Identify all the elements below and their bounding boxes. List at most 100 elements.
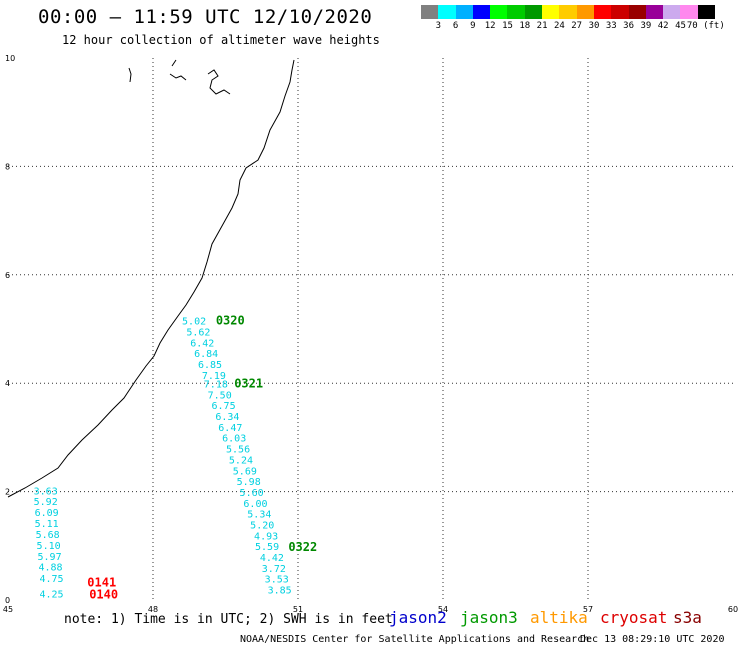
wave-height-value: 5.02 bbox=[182, 317, 206, 328]
color-scale: 3 6 9 12 15 18 21 24 27 30 33 36 39 42 45 70 (ft) bbox=[421, 5, 740, 31]
wave-height-value: 5.11 bbox=[35, 519, 59, 530]
lat-tick-label: 10 bbox=[5, 54, 15, 63]
axis-tick-labels: 45 48 51 54 57 60 0 2 4 6 8 10 bbox=[3, 54, 738, 614]
color-scale-label: 27 bbox=[571, 21, 583, 31]
color-scale-label: 15 bbox=[502, 21, 513, 31]
track-time-label: 0322 bbox=[288, 540, 317, 554]
wave-height-value: 6.75 bbox=[212, 401, 236, 412]
color-swatch bbox=[472, 5, 491, 19]
wave-height-value: 5.20 bbox=[250, 520, 274, 531]
lat-tick-label: 0 bbox=[5, 596, 10, 605]
wave-height-value: 6.42 bbox=[190, 338, 214, 349]
color-scale-label: 6 bbox=[452, 21, 459, 31]
color-swatch bbox=[507, 5, 525, 19]
color-swatch bbox=[455, 5, 473, 19]
track-time-label: 0141 bbox=[87, 575, 116, 589]
wave-height-value: 4.93 bbox=[254, 531, 278, 542]
wave-height-value: 7.18 bbox=[204, 380, 228, 391]
units-note: note: 1) Time is in UTC; 2) SWH is in fe… bbox=[64, 612, 393, 627]
wave-height-value: 4.75 bbox=[39, 574, 63, 585]
color-swatch bbox=[663, 5, 681, 19]
color-scale-label: 12 bbox=[484, 21, 496, 31]
lon-tick-label: 60 bbox=[728, 605, 738, 614]
legend-jason3: jason3 bbox=[460, 608, 518, 627]
wave-height-value: 6.84 bbox=[194, 349, 218, 360]
wave-height-value: 5.98 bbox=[237, 477, 261, 488]
color-scale-label: 70 (ft) bbox=[686, 21, 725, 31]
island-outline bbox=[169, 59, 187, 81]
legend-altika: altika bbox=[530, 608, 588, 627]
lon-tick-label: 54 bbox=[438, 605, 448, 614]
color-swatch bbox=[524, 5, 543, 19]
color-swatch bbox=[490, 5, 508, 19]
wave-height-value: 3.72 bbox=[262, 564, 286, 575]
color-swatch bbox=[680, 5, 698, 19]
color-scale-label: 42 bbox=[657, 21, 669, 31]
wave-height-value: 5.68 bbox=[36, 530, 60, 541]
lon-tick-label: 45 bbox=[3, 605, 13, 614]
wave-height-value: 5.59 bbox=[255, 542, 279, 553]
color-scale-label: 30 bbox=[588, 21, 600, 31]
wave-height-value: 3.63 bbox=[34, 486, 58, 497]
color-scale-label: 18 bbox=[519, 21, 531, 31]
color-scale-label: 21 bbox=[536, 21, 548, 31]
legend-s3a: s3a bbox=[673, 608, 702, 627]
color-scale-label: 36 bbox=[623, 21, 635, 31]
wave-height-value: 6.09 bbox=[35, 508, 59, 519]
color-swatch bbox=[611, 5, 629, 19]
wave-height-value: 5.56 bbox=[226, 445, 250, 456]
color-scale-label: 3 bbox=[435, 21, 442, 31]
wave-height-value: 4.42 bbox=[260, 553, 284, 564]
track-time-label: 0321 bbox=[234, 377, 263, 391]
island-outline bbox=[128, 67, 132, 83]
color-scale-labels: 3 6 9 12 15 18 21 24 27 30 33 36 39 42 45 70 (ft) bbox=[421, 19, 740, 31]
lat-tick-label: 2 bbox=[5, 488, 10, 497]
credit-line: NOAA/NESDIS Center for Satellite Applica… bbox=[240, 634, 590, 645]
track-time-label: 0320 bbox=[216, 314, 245, 328]
wave-height-value: 6.03 bbox=[222, 434, 246, 445]
generation-timestamp: Dec 13 08:29:10 UTC 2020 bbox=[580, 634, 725, 645]
wave-height-value: 5.69 bbox=[233, 466, 257, 477]
coastline-africa bbox=[7, 59, 295, 498]
color-swatch bbox=[559, 5, 577, 19]
lat-tick-label: 4 bbox=[5, 379, 10, 388]
track-time-label: 0140 bbox=[89, 587, 118, 601]
lat-tick-label: 8 bbox=[5, 162, 10, 171]
color-swatch bbox=[576, 5, 594, 19]
lon-tick-label: 48 bbox=[148, 605, 158, 614]
island-outline bbox=[207, 69, 231, 95]
lat-tick-label: 6 bbox=[5, 271, 10, 280]
wave-height-value: 5.92 bbox=[34, 497, 58, 508]
wave-height-value: 5.97 bbox=[38, 552, 62, 563]
wave-height-value: 5.34 bbox=[247, 510, 271, 521]
wave-height-value: 4.88 bbox=[38, 563, 62, 574]
color-swatch bbox=[421, 5, 439, 19]
color-scale-label: 33 bbox=[605, 21, 617, 31]
color-scale-label: 45 bbox=[675, 21, 686, 31]
color-swatch bbox=[697, 5, 716, 19]
wave-height-values: 5.025.626.426.846.857.197.187.506.756.34… bbox=[34, 317, 292, 601]
color-swatch bbox=[645, 5, 664, 19]
wave-height-value: 3.85 bbox=[268, 585, 292, 596]
color-swatch bbox=[628, 5, 646, 19]
wave-height-value: 7.19 bbox=[202, 371, 226, 382]
lon-tick-label: 51 bbox=[293, 605, 303, 614]
wave-height-value: 6.00 bbox=[243, 499, 267, 510]
wave-height-value: 3.53 bbox=[265, 575, 289, 586]
color-scale-label: 24 bbox=[553, 21, 565, 31]
wave-height-value: 6.85 bbox=[198, 360, 222, 371]
wave-height-value: 6.34 bbox=[215, 412, 239, 423]
legend-jason2: jason2 bbox=[389, 608, 447, 627]
legend-cryosat: cryosat bbox=[600, 608, 668, 627]
wave-height-value: 5.60 bbox=[240, 488, 264, 499]
map-subtitle: 12 hour collection of altimeter wave hei… bbox=[62, 33, 380, 47]
color-swatch bbox=[542, 5, 560, 19]
wave-height-value: 5.10 bbox=[37, 541, 61, 552]
wave-height-value: 4.25 bbox=[39, 589, 63, 600]
color-swatch bbox=[438, 5, 456, 19]
color-scale-label: 39 bbox=[640, 21, 652, 31]
color-scale-swatches bbox=[421, 5, 740, 19]
color-scale-label: 9 bbox=[470, 21, 476, 31]
